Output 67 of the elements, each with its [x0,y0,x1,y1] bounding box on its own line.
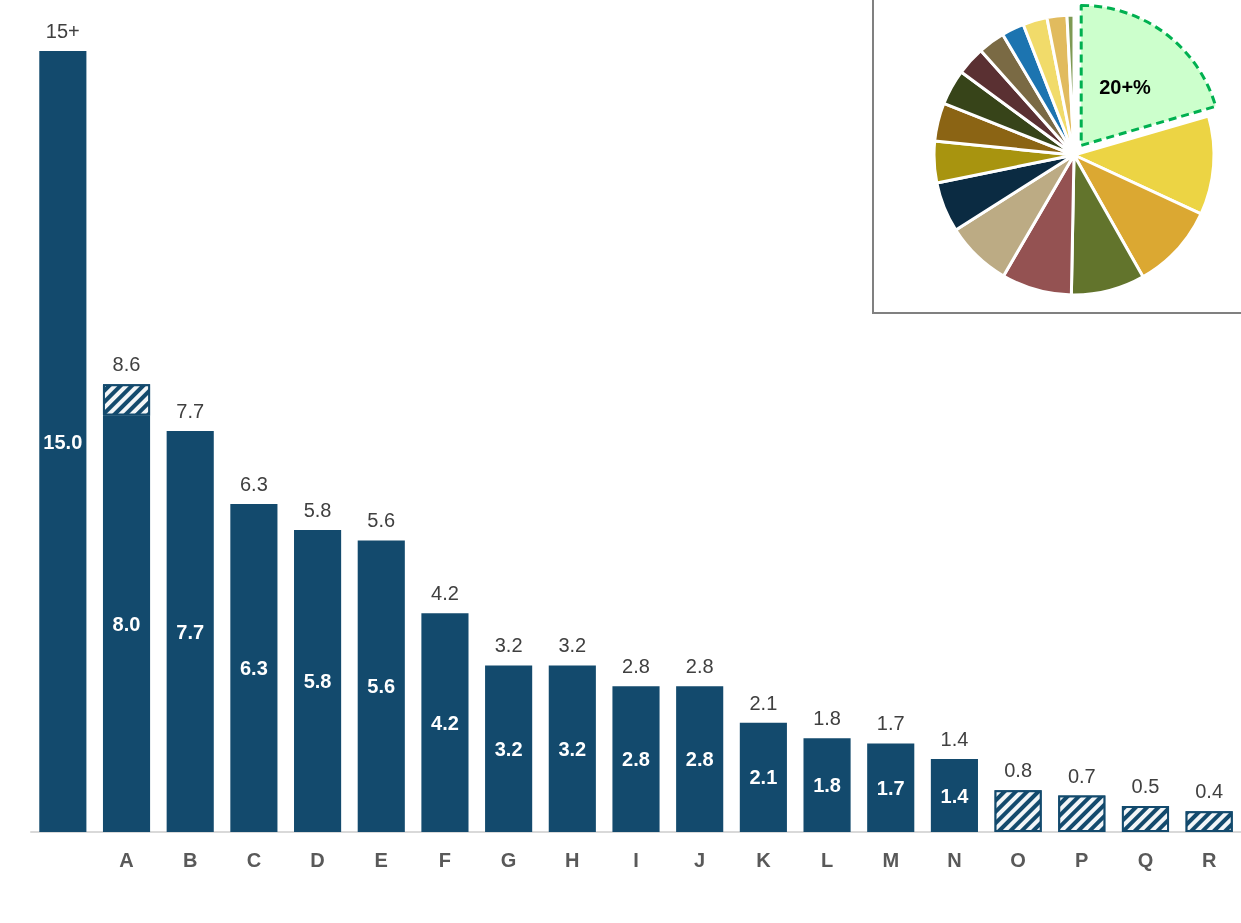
bar [39,51,87,832]
x-tick-label: N [947,849,962,871]
x-tick-label: G [500,849,517,871]
x-tick-label: A [119,849,134,871]
x-tick-label: B [182,849,198,871]
bar [803,738,851,832]
x-tick-label: H [565,849,580,871]
x-tick-label: L [820,849,834,871]
total-label: 1.4 [940,728,969,751]
total-label: 2.8 [685,655,714,678]
data-label: 6.3 [239,656,268,679]
x-tick-label: P [1075,849,1089,871]
data-label: 1.8 [813,774,841,797]
data-label: 3.2 [494,737,523,760]
total-label: 15+ [45,20,80,42]
total-label: 7.7 [176,400,205,423]
data-label: 2.1 [749,766,778,789]
x-tick-label: F [438,849,452,871]
bar [485,665,533,832]
x-tick-label: J [694,849,706,871]
data-label: 5.8 [303,670,332,693]
bar [612,686,660,832]
data-label: 20+% [1099,76,1152,99]
x-tick-label: C [246,849,262,871]
data-label: 3.2 [558,737,587,760]
data-label: 1.4 [940,784,970,807]
total-label: 3.2 [558,634,587,657]
data-label: 2.8 [622,748,650,771]
bar [421,613,469,832]
total-label: 5.8 [303,499,332,522]
bar [294,530,342,832]
data-label: 1.7 [876,776,905,799]
x-tick-label: E [374,849,388,871]
bar [739,722,787,832]
total-label: 8.6 [112,353,141,376]
bar [548,665,596,832]
bar [166,431,214,832]
x-tick-label: R [1201,849,1217,871]
bar [867,743,915,832]
data-label: 15.0 [43,430,83,453]
x-tick-label: M [882,849,900,871]
x-tick-label: O [1010,849,1026,871]
x-tick-label: Q [1137,849,1154,871]
total-label: 4.2 [431,582,459,605]
data-label: 4.2 [431,711,459,734]
bar [357,540,405,832]
total-label: 0.4 [1195,780,1224,803]
x-tick-label: K [756,849,772,871]
total-label: 2.8 [622,655,650,678]
total-label: 0.8 [1004,759,1033,782]
total-label: 3.2 [494,634,523,657]
bar [230,503,278,832]
x-tick-label: D [310,849,325,871]
data-label: 2.8 [685,748,714,771]
total-label: 5.6 [367,509,396,532]
total-label: 1.8 [813,707,841,730]
bar [930,759,978,832]
data-label: 5.6 [367,675,396,698]
total-label: 0.5 [1131,774,1160,797]
total-label: 6.3 [239,472,268,495]
total-label: 2.1 [749,691,778,714]
bar [676,686,724,832]
x-tick-label: I [633,849,639,871]
total-label: 0.7 [1067,764,1096,787]
data-label: 8.0 [112,612,141,635]
total-label: 1.7 [876,712,905,735]
data-label: 7.7 [176,620,205,643]
